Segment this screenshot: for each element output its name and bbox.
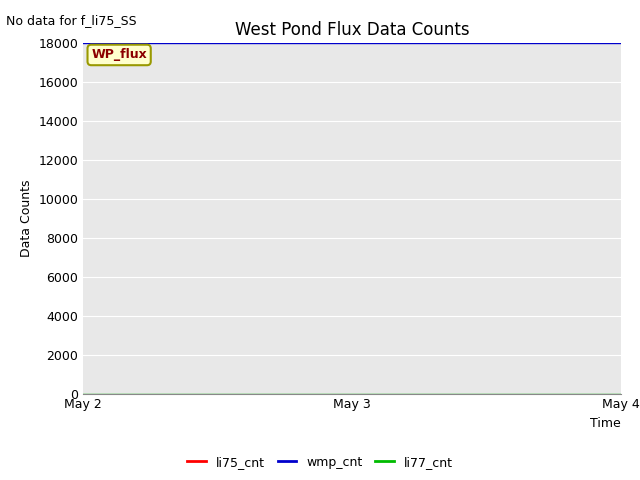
- Text: No data for f_li75_SS: No data for f_li75_SS: [6, 14, 137, 27]
- Title: West Pond Flux Data Counts: West Pond Flux Data Counts: [235, 21, 469, 39]
- X-axis label: Time: Time: [590, 417, 621, 430]
- Text: WP_flux: WP_flux: [92, 48, 147, 61]
- Y-axis label: Data Counts: Data Counts: [20, 180, 33, 257]
- Legend: li75_cnt, wmp_cnt, li77_cnt: li75_cnt, wmp_cnt, li77_cnt: [182, 451, 458, 474]
